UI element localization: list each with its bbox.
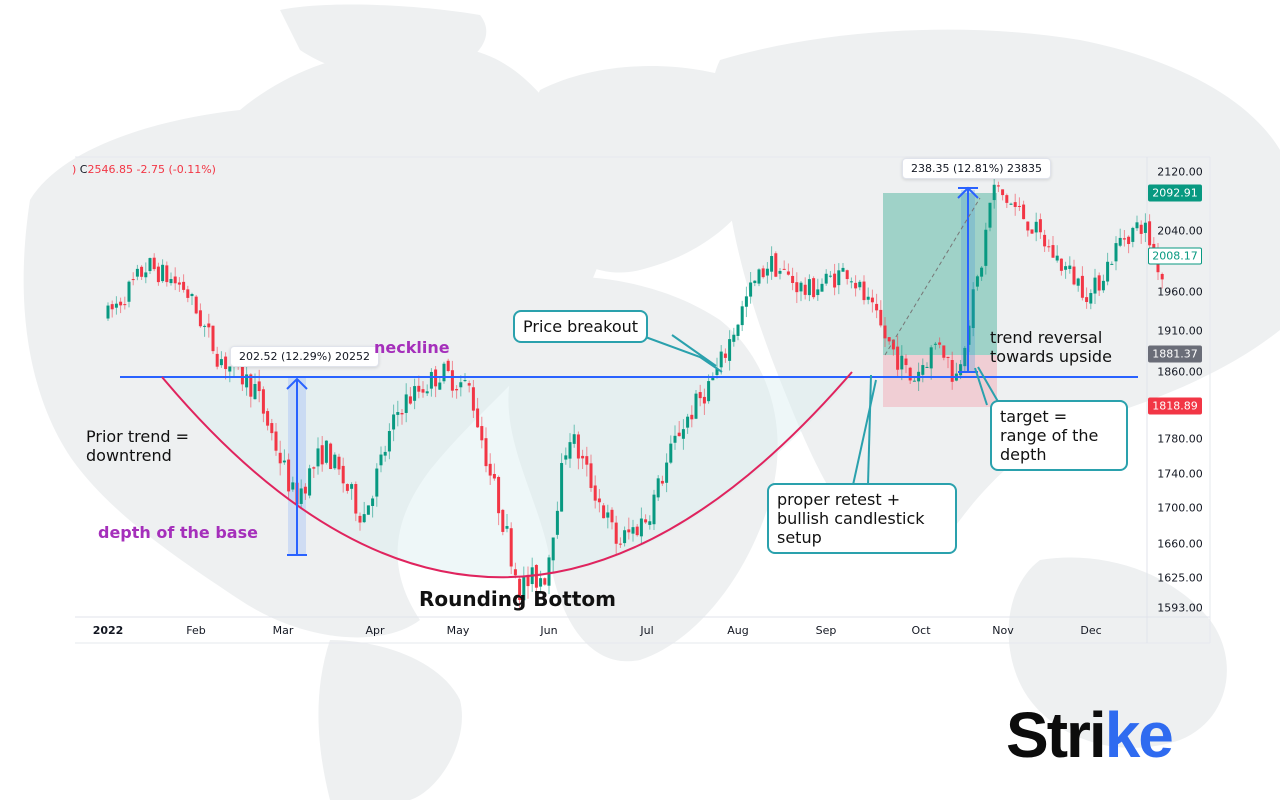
strike-logo: Strike: [1006, 699, 1174, 771]
target-arrow-head: [957, 186, 979, 199]
time-tick-label: Mar: [272, 624, 294, 637]
legend-close-label: C: [79, 163, 88, 176]
time-tick-label: Feb: [186, 624, 206, 637]
price-tick-label: 1910.00: [1157, 324, 1203, 338]
price-tick-label: 2040.00: [1157, 224, 1203, 238]
price-tick-label: 1593.00: [1157, 601, 1203, 615]
price-tick-label: 2120.00: [1157, 165, 1203, 179]
price-breakout-callout: Price breakout: [513, 310, 649, 343]
time-tick-label: Sep: [815, 624, 837, 637]
price-tick-label: 1740.00: [1157, 467, 1203, 481]
depth-arrow-head: [286, 377, 308, 390]
time-tick-label: Nov: [992, 624, 1014, 637]
price-tag: 2092.91: [1148, 184, 1202, 202]
time-tick-label: Jul: [640, 624, 654, 637]
depth-of-base-label: depth of the base: [98, 523, 258, 542]
rounding-bottom-curve[interactable]: [161, 371, 853, 579]
target-pointer: [974, 367, 988, 406]
projection-dashed-line: [884, 197, 981, 356]
time-tick-label: Dec: [1080, 624, 1102, 637]
price-tick-label: 1660.00: [1157, 537, 1203, 551]
legend-change-pct: (-0.11%): [168, 163, 216, 176]
breakout-pointer: [639, 334, 723, 373]
rounding-bottom-area: [162, 377, 852, 579]
legend-prefix: ): [72, 163, 77, 176]
price-tick-label: 1625.00: [1157, 571, 1203, 585]
retest-pointer: [852, 379, 877, 486]
prior-trend-label: Prior trend = downtrend: [86, 427, 189, 465]
price-tag: 1818.89: [1148, 397, 1202, 415]
retest-pointer-2: [867, 374, 872, 486]
price-tag: 1881.37: [1148, 345, 1202, 363]
time-tick-label: May: [446, 624, 470, 637]
legend-close-value: 2546.85: [87, 163, 133, 176]
time-tick-label: Apr: [365, 624, 385, 637]
price-tick-label: 1860.00: [1157, 365, 1203, 379]
legend-change: -2.75: [136, 163, 165, 176]
candles: [106, 177, 1164, 609]
price-tag: 2008.17: [1148, 247, 1202, 265]
time-tick-label: Jun: [540, 624, 558, 637]
rounding-bottom-title: Rounding Bottom: [419, 587, 616, 611]
time-tick-label: Aug: [727, 624, 749, 637]
target-callout: target = range of the depth: [990, 400, 1128, 471]
time-tick-label: Oct: [911, 624, 931, 637]
neckline-label: neckline: [374, 338, 450, 357]
target-pointer-2: [977, 366, 1001, 406]
price-tick-label: 1700.00: [1157, 501, 1203, 515]
depth-measure-label: 202.52 (12.29%) 20252: [230, 346, 380, 367]
trend-reversal-label: trend reversal towards upside: [990, 328, 1112, 366]
price-tick-label: 1780.00: [1157, 432, 1203, 446]
time-tick-label: 2022: [92, 624, 124, 637]
ohlc-legend: ) C2546.85 -2.75 (-0.11%): [72, 163, 216, 176]
target-zone: [883, 193, 997, 355]
retest-callout: proper retest + bullish candlestick setu…: [767, 483, 957, 554]
price-tick-label: 1960.00: [1157, 285, 1203, 299]
target-measure-label: 238.35 (12.81%) 23835: [902, 158, 1052, 179]
breakout-pointer-2: [671, 334, 717, 367]
logo-main: Stri: [1006, 699, 1107, 771]
logo-accent: ke: [1104, 699, 1174, 771]
